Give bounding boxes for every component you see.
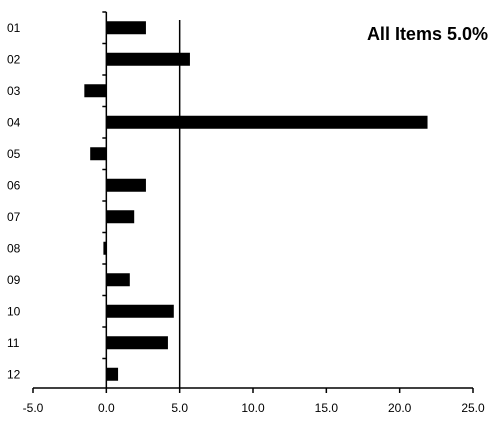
bar-03 <box>84 84 107 98</box>
bar-06 <box>106 178 146 192</box>
category-label-03: 03 <box>7 84 21 98</box>
bar-09 <box>106 273 130 287</box>
x-tick-label: 25.0 <box>461 401 485 415</box>
bar-10 <box>106 304 174 318</box>
bar-05 <box>90 147 107 161</box>
bar-12 <box>106 367 119 381</box>
y-axis-ticks <box>102 11 107 360</box>
x-tick-label: 10.0 <box>241 401 265 415</box>
bar-08 <box>103 241 107 255</box>
x-tick-label: -5.0 <box>23 401 44 415</box>
bars-group <box>84 21 428 381</box>
x-axis-labels: -5.0 0.0 5.0 10.0 15.0 20.0 25.0 <box>23 401 485 415</box>
bar-11 <box>106 336 168 350</box>
bar-04 <box>106 115 428 129</box>
y-axis-labels: 01 02 03 04 05 06 07 08 09 10 11 12 <box>7 21 21 382</box>
x-tick-label: 20.0 <box>388 401 412 415</box>
x-tick-label: 15.0 <box>315 401 339 415</box>
x-tick-label: 5.0 <box>171 401 188 415</box>
category-label-08: 08 <box>7 241 21 255</box>
category-label-10: 10 <box>7 304 21 318</box>
category-label-11: 11 <box>7 336 20 350</box>
category-label-04: 04 <box>7 115 21 129</box>
bar-01 <box>106 21 146 35</box>
category-label-07: 07 <box>7 210 21 224</box>
category-label-09: 09 <box>7 273 21 287</box>
all-items-annotation: All Items 5.0% <box>367 24 488 44</box>
bar-07 <box>106 210 135 224</box>
category-label-01: 01 <box>7 21 21 35</box>
category-label-12: 12 <box>7 367 21 381</box>
category-label-02: 02 <box>7 52 21 66</box>
category-label-05: 05 <box>7 147 21 161</box>
category-label-06: 06 <box>7 178 21 192</box>
bar-02 <box>106 52 190 66</box>
x-tick-label: 0.0 <box>98 401 115 415</box>
x-axis-ticks <box>32 388 474 393</box>
